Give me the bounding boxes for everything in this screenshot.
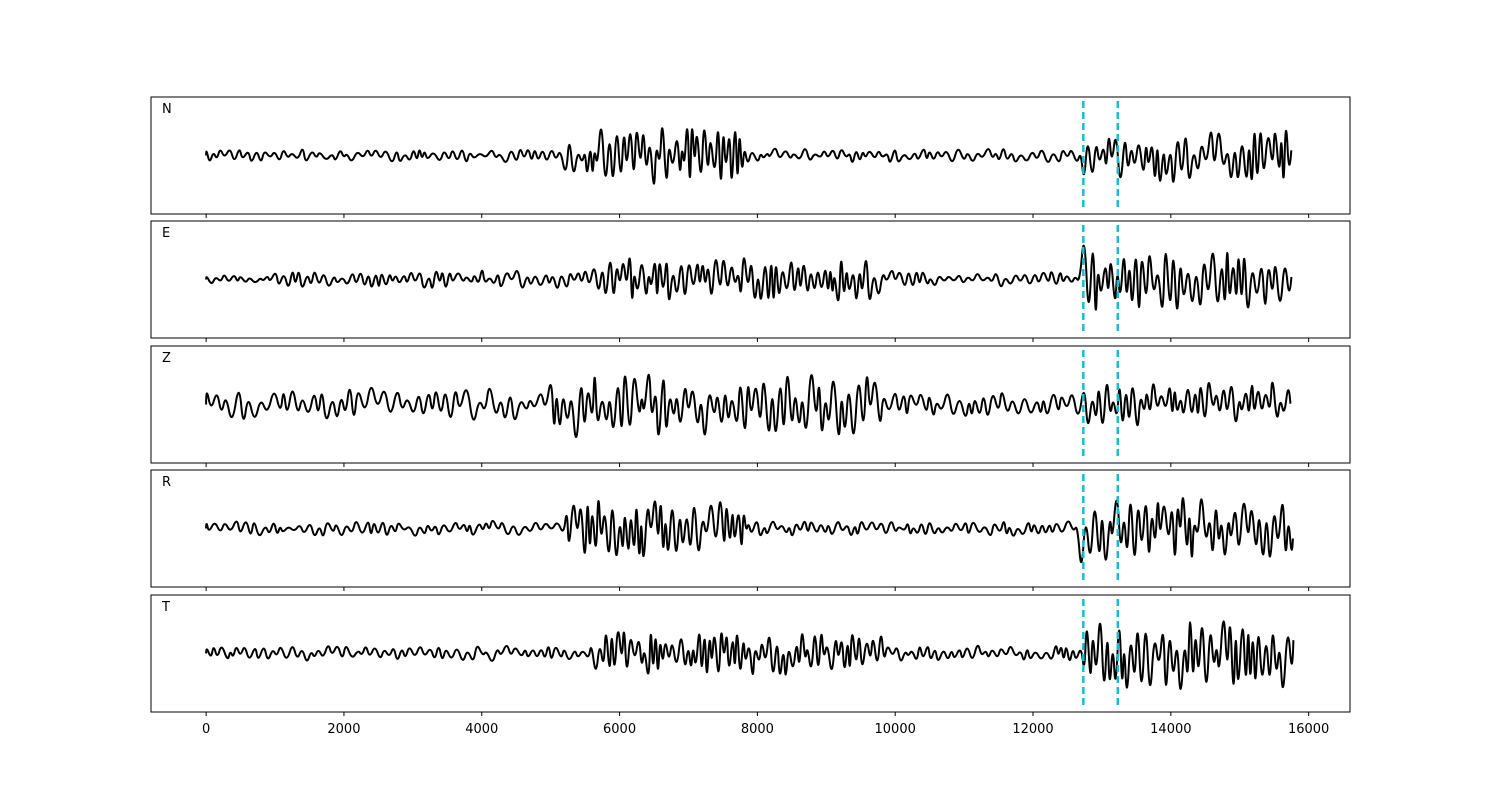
x-tick-label: 0 <box>202 722 210 737</box>
trace-panel-t: T <box>150 594 1351 716</box>
waveform-e <box>205 244 1293 311</box>
panel-label: Z <box>162 351 171 366</box>
panel-label: R <box>162 475 171 490</box>
panel-frame <box>150 345 1351 464</box>
x-axis: 0 2000 4000 6000 8000 10000 12000 14000 16000 <box>202 722 1329 737</box>
x-tick-label: 10000 <box>875 722 916 737</box>
x-tick-label: 4000 <box>465 722 498 737</box>
x-tick-label: 2000 <box>327 722 360 737</box>
waveform-z <box>205 373 1292 438</box>
panel-frame <box>150 469 1351 588</box>
waveform-n <box>205 127 1293 185</box>
panel-label: E <box>162 226 170 241</box>
waveform-r <box>205 497 1294 563</box>
panel-frame <box>150 220 1351 339</box>
trace-panel-z: Z <box>150 345 1351 467</box>
x-tick-label: 6000 <box>603 722 636 737</box>
panel-frame <box>150 96 1351 215</box>
trace-panels: N E Z R T <box>150 96 1351 716</box>
trace-panel-n: N <box>150 96 1351 218</box>
trace-panel-r: R <box>150 469 1351 591</box>
panel-label: T <box>161 600 170 615</box>
panel-label: N <box>162 102 172 117</box>
waveform-t <box>205 620 1295 690</box>
panel-frame <box>150 594 1351 713</box>
x-tick-label: 8000 <box>741 722 774 737</box>
x-tick-label: 12000 <box>1012 722 1053 737</box>
x-tick-label: 16000 <box>1288 722 1329 737</box>
trace-panel-e: E <box>150 220 1351 342</box>
x-tick-label: 14000 <box>1150 722 1191 737</box>
